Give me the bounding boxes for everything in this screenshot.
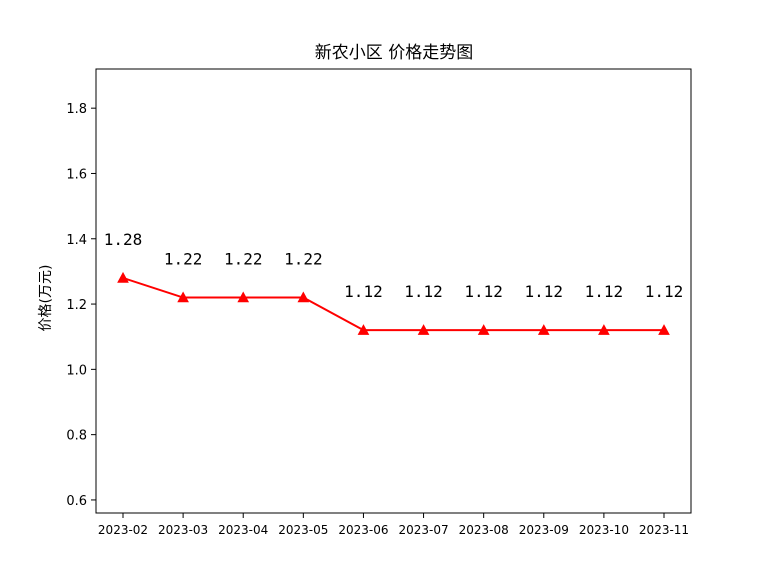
- x-tick-label: 2023-08: [459, 523, 509, 537]
- y-tick-label: 1.6: [66, 167, 87, 182]
- x-tick-label: 2023-10: [579, 523, 629, 537]
- data-label: 1.12: [645, 282, 684, 301]
- series-layer: 1.28 1.22 1.22 1.22 1.12 1.12 1.12 1.12 1.12 1.12: [104, 230, 684, 335]
- data-point-marker: [117, 271, 129, 283]
- data-point-marker: [598, 324, 610, 335]
- x-axis: 2023-02 2023-03 2023-04 2023-05 2023-06 2023-…: [98, 513, 689, 537]
- y-tick-label: 0.6: [66, 494, 87, 509]
- x-tick-label: 2023-11: [639, 523, 689, 537]
- data-label: 1.12: [585, 282, 624, 301]
- y-axis: 0.6 0.8 1.0 1.2 1.4 1.6 1.8: [66, 102, 96, 509]
- series-line: [122, 276, 664, 332]
- x-tick-label: 2023-05: [278, 523, 328, 537]
- x-tick-label: 2023-02: [98, 523, 148, 537]
- data-point-marker: [357, 324, 370, 335]
- data-point-marker: [417, 324, 430, 335]
- data-point-marker: [537, 324, 550, 335]
- x-tick-label: 2023-07: [398, 523, 448, 537]
- x-tick-label: 2023-03: [158, 523, 208, 537]
- data-point-marker: [477, 324, 490, 335]
- data-point-marker: [297, 291, 310, 303]
- data-label: 1.22: [284, 250, 323, 269]
- y-tick-label: 1.4: [66, 233, 87, 248]
- plot-frame: [95, 68, 692, 514]
- data-label: 1.22: [224, 250, 263, 269]
- data-label: 1.12: [404, 282, 443, 301]
- x-tick-label: 2023-04: [218, 523, 268, 537]
- data-label: 1.12: [344, 282, 383, 301]
- y-tick-label: 1.2: [66, 298, 87, 313]
- data-point-marker: [237, 291, 250, 303]
- data-label: 1.12: [525, 282, 564, 301]
- y-tick-label: 1.0: [66, 363, 87, 378]
- data-label: 1.28: [104, 230, 143, 249]
- x-tick-label: 2023-09: [519, 523, 569, 537]
- x-tick-label: 2023-06: [338, 523, 388, 537]
- chart-title: 新农小区 价格走势图: [315, 43, 473, 63]
- data-point-marker: [177, 291, 189, 303]
- y-tick-label: 0.8: [66, 429, 87, 444]
- data-point-marker: [658, 324, 670, 335]
- data-label: 1.12: [464, 282, 503, 301]
- data-label: 1.22: [164, 250, 203, 269]
- y-axis-label: 价格(万元): [38, 265, 54, 332]
- y-tick-label: 1.8: [66, 102, 87, 117]
